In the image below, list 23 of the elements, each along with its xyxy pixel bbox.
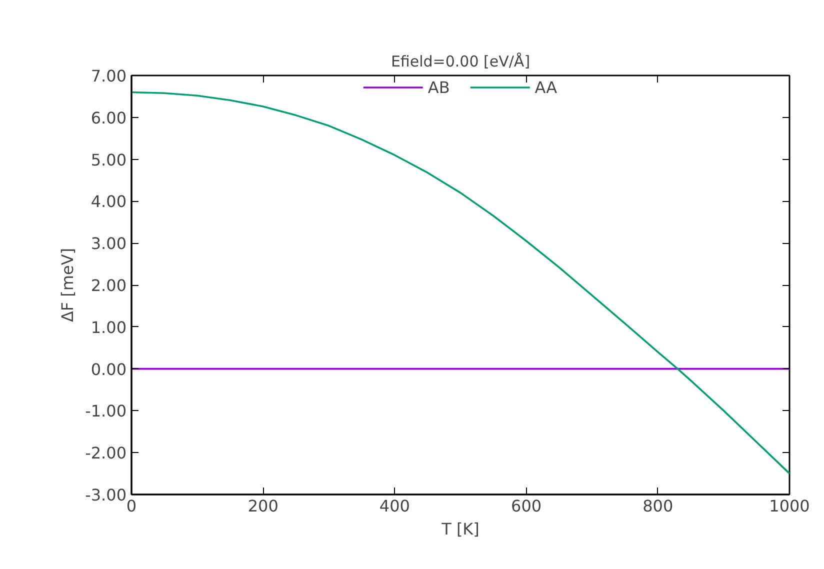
x-tick-label: 1000 [769,496,810,516]
y-tick-label: 1.00 [90,318,126,337]
legend-label: AA [534,78,558,96]
y-tick-label: -3.00 [85,486,127,504]
y-tick-label: 0.00 [90,360,126,379]
line-series [132,91,790,474]
y-axis-title: ΔF [meV] [58,248,78,322]
y-tick-label: 6.00 [90,108,126,128]
legend-label: AB [428,78,450,96]
y-tick-label: -2.00 [85,444,127,463]
x-axis-title: T [K] [440,520,480,538]
x-tick-label: 400 [379,496,410,516]
x-tick-label: 600 [511,496,542,516]
y-tick-label: 4.00 [90,192,126,212]
y-tick-label: -1.00 [85,402,127,421]
x-tick-label: 200 [248,496,278,516]
y-tick-label: 3.00 [90,234,126,254]
x-tick-label: 800 [642,496,674,516]
x-tick-label: 0 [126,496,137,516]
y-tick-label: 2.00 [90,276,126,295]
chart-title: Efield=0.00 [eV/Å] [390,52,530,70]
y-tick-label: 7.00 [90,66,126,86]
y-tick-label: 5.00 [90,150,126,170]
